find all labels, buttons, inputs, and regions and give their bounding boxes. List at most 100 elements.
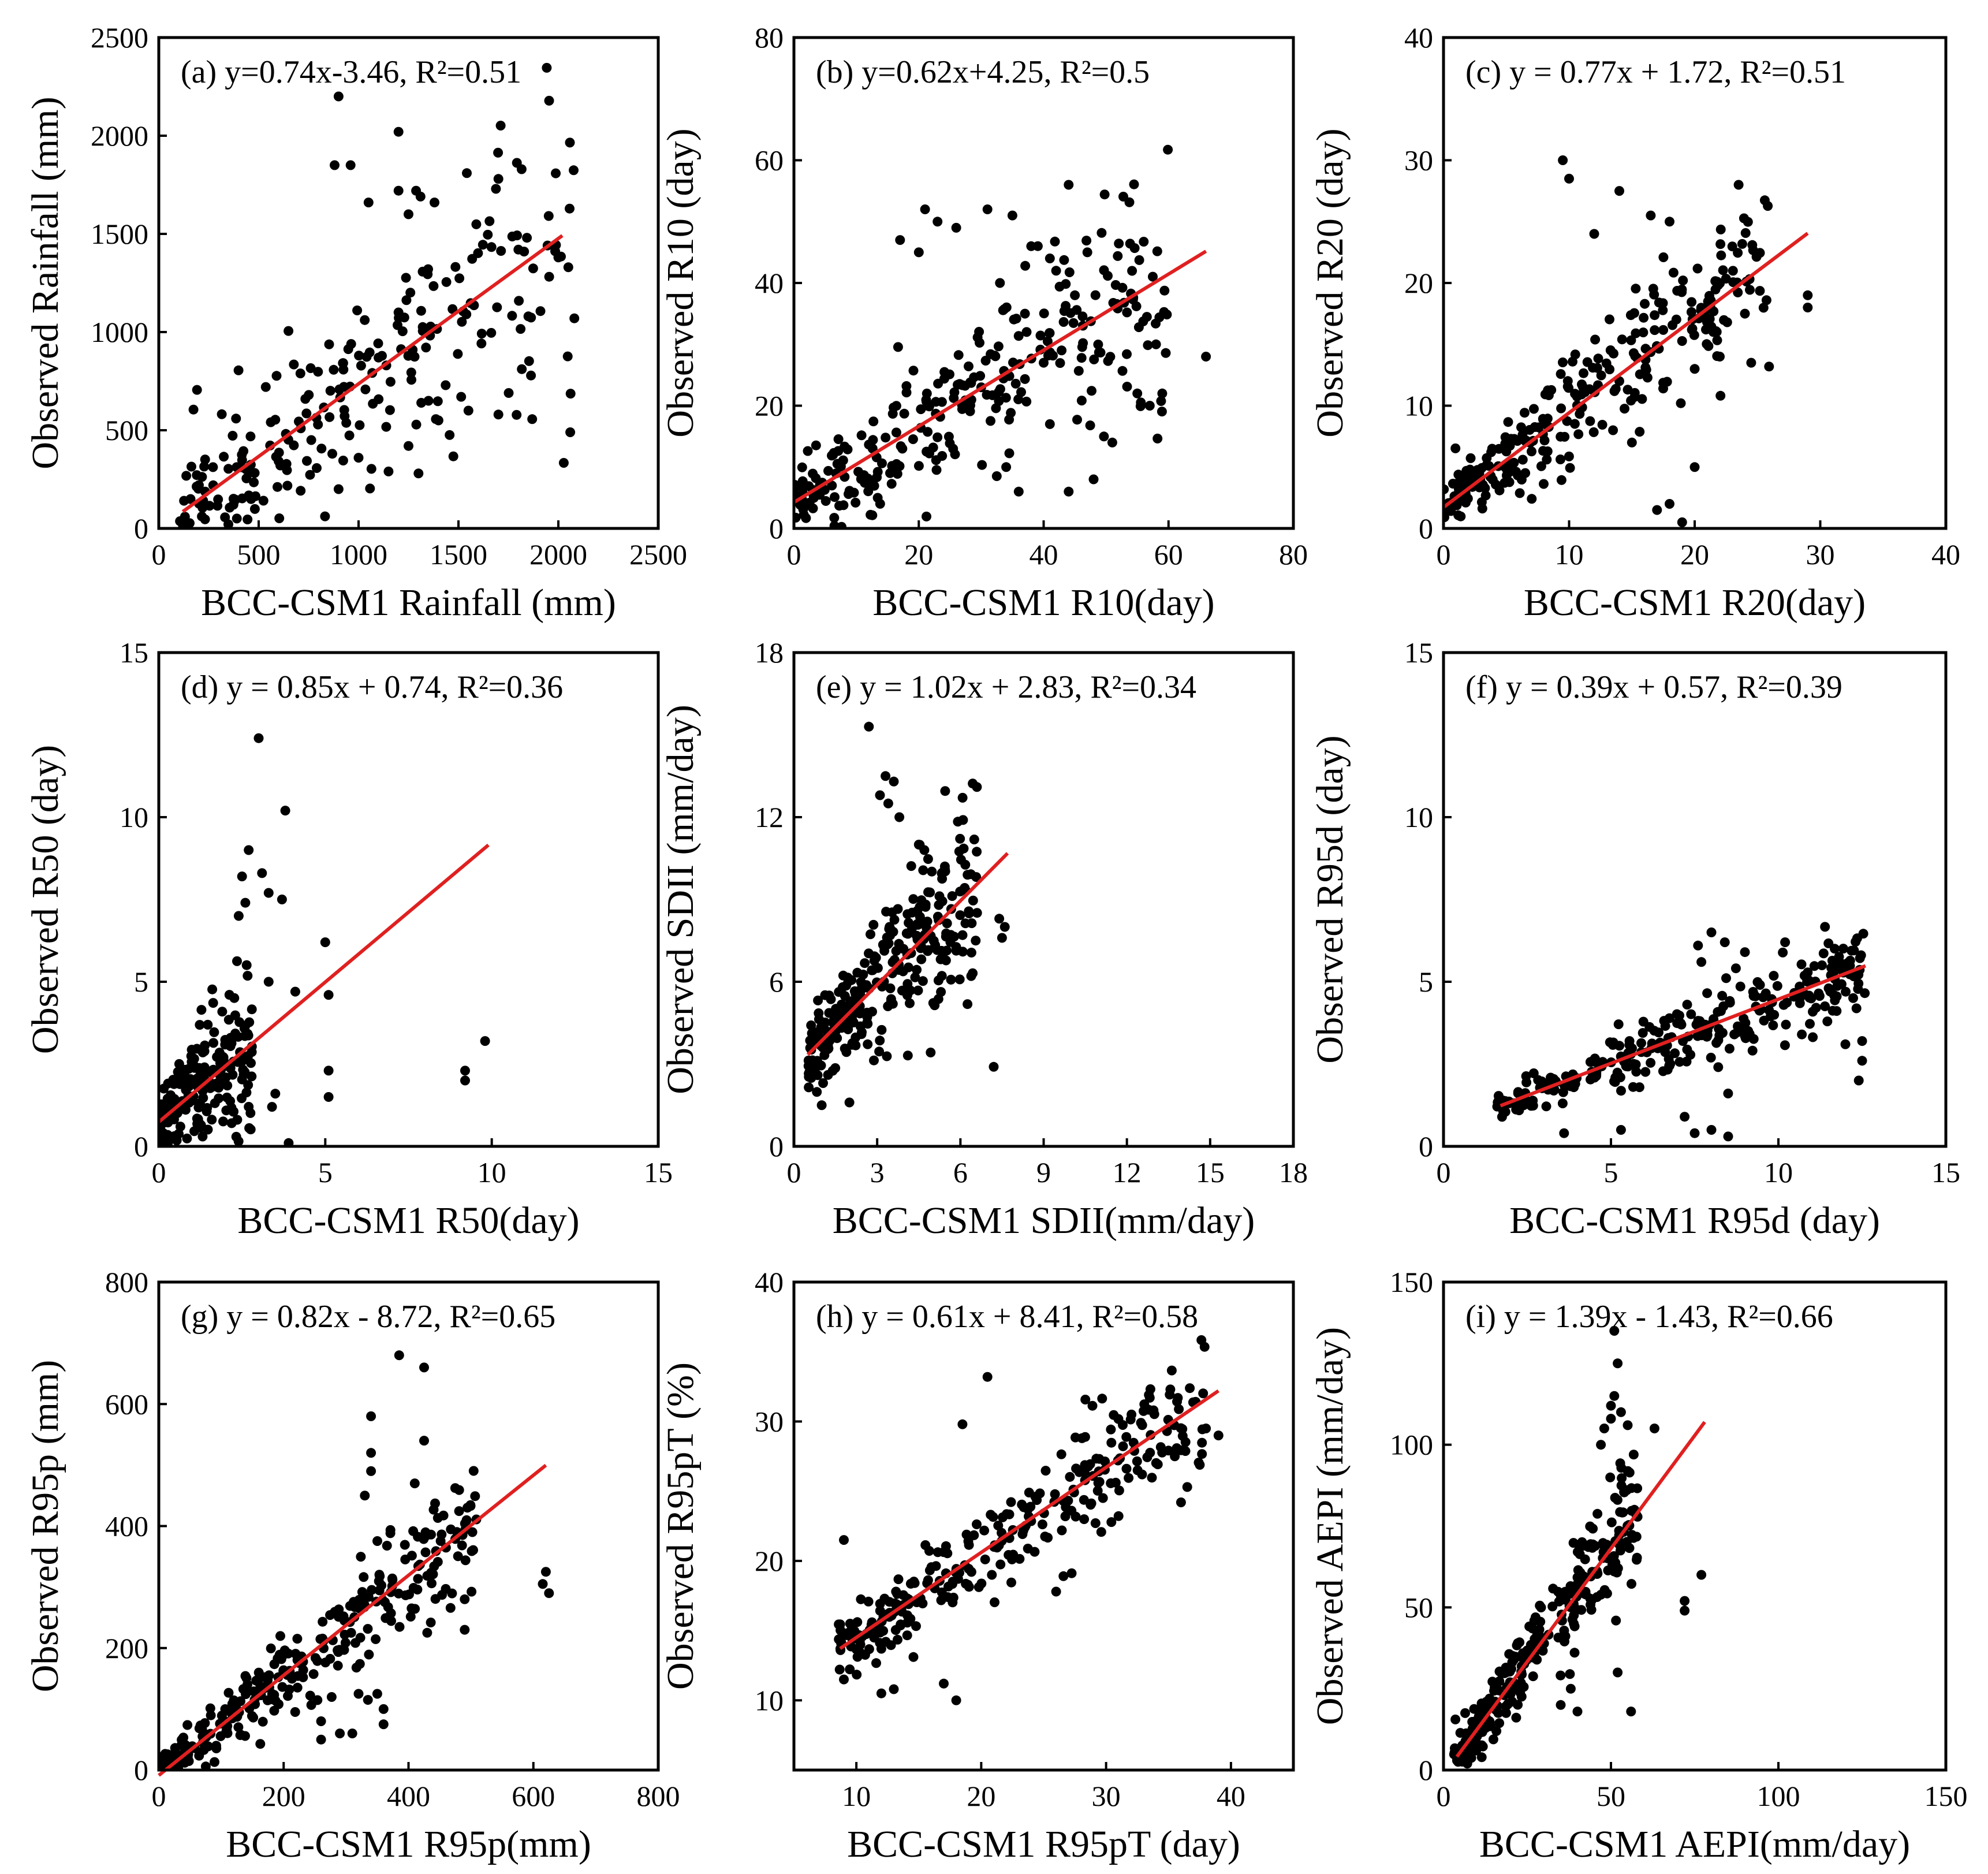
data-point [290, 986, 300, 997]
data-point [453, 349, 463, 359]
data-point [917, 976, 928, 986]
data-point [302, 456, 312, 466]
data-point [428, 281, 439, 291]
data-point [366, 1411, 376, 1421]
data-point [1703, 296, 1713, 307]
data-point [797, 462, 807, 472]
data-point [1538, 1645, 1548, 1656]
data-point [1045, 254, 1055, 263]
data-point [374, 352, 384, 363]
x-axis-label: BCC-CSM1 R95p(mm) [226, 1823, 591, 1865]
data-point [316, 1734, 326, 1745]
data-point [1077, 311, 1088, 322]
y-axis-label: Observed R95pT (%) [659, 1362, 702, 1690]
data-point [187, 1045, 197, 1055]
data-point [227, 431, 238, 441]
data-point [360, 384, 371, 394]
data-point [1161, 348, 1171, 358]
y-tick-label: 60 [755, 144, 784, 177]
data-point [381, 1613, 391, 1623]
data-point [159, 1107, 167, 1117]
data-point [1450, 443, 1461, 453]
data-point [812, 1070, 823, 1081]
data-point [1778, 1000, 1789, 1010]
plot-frame [1442, 1280, 1948, 1772]
data-point [1010, 378, 1021, 389]
data-point [957, 1419, 968, 1429]
data-point [966, 971, 976, 981]
data-point [1070, 290, 1080, 300]
data-point [1704, 323, 1715, 334]
y-tick-label: 0 [769, 512, 784, 545]
data-point [1145, 1448, 1155, 1458]
data-point [834, 1664, 845, 1675]
data-point [1516, 475, 1527, 485]
data-point [1009, 314, 1019, 325]
data-point [869, 951, 879, 962]
data-point [886, 479, 897, 489]
data-point [1569, 419, 1580, 429]
x-tick-label: 10 [1764, 1156, 1793, 1189]
data-point [480, 1036, 490, 1046]
data-point [1635, 427, 1645, 437]
data-point [1642, 372, 1653, 383]
y-tick-label: 5 [134, 966, 148, 998]
data-point [1838, 944, 1848, 954]
data-point [1733, 248, 1743, 258]
data-point [339, 405, 349, 415]
data-point [241, 473, 252, 483]
y-tick-label: 0 [134, 1130, 148, 1163]
data-point [965, 869, 976, 880]
points-f [1492, 922, 1870, 1142]
data-point [1840, 1039, 1851, 1049]
data-point [192, 482, 202, 491]
data-point [1137, 1420, 1147, 1430]
data-point [551, 168, 561, 178]
data-point [1745, 285, 1755, 295]
data-point [830, 1063, 841, 1073]
data-point [1817, 960, 1827, 970]
data-point [1055, 358, 1065, 368]
data-point [352, 305, 363, 315]
data-point [544, 1588, 554, 1599]
data-point [1021, 396, 1032, 407]
data-point [1165, 1389, 1175, 1400]
x-tick-label: 40 [1217, 1780, 1245, 1812]
data-point [1693, 940, 1703, 951]
data-point [1156, 396, 1166, 406]
data-point [922, 396, 931, 407]
data-point [1529, 404, 1539, 414]
data-point [1568, 356, 1577, 367]
data-point [1665, 217, 1674, 227]
data-point [401, 1590, 411, 1600]
data-point [514, 296, 524, 306]
data-point [1589, 229, 1599, 239]
data-point [383, 1602, 393, 1612]
data-point [819, 1024, 830, 1034]
data-point [1857, 1056, 1867, 1066]
data-point [1026, 241, 1036, 251]
data-point [1676, 1019, 1687, 1030]
y-tick-label: 10 [1404, 801, 1433, 833]
data-point [1654, 1027, 1663, 1038]
data-point [1715, 352, 1725, 362]
data-point [338, 364, 349, 375]
data-point [889, 915, 900, 925]
data-point [1729, 1029, 1740, 1040]
data-point [323, 990, 334, 1000]
data-point [1565, 1081, 1576, 1091]
data-point [1626, 335, 1636, 345]
data-point [862, 1008, 872, 1018]
data-point [1637, 394, 1647, 404]
data-point [967, 918, 977, 929]
data-point [289, 359, 299, 370]
data-point [1556, 369, 1566, 379]
data-point [1759, 195, 1770, 206]
data-point [1076, 396, 1087, 406]
data-point [279, 1645, 290, 1656]
data-point [937, 1587, 947, 1597]
data-point [907, 923, 917, 933]
x-tick-label: 15 [1196, 1156, 1225, 1189]
data-point [1007, 210, 1017, 221]
data-point [406, 367, 416, 378]
